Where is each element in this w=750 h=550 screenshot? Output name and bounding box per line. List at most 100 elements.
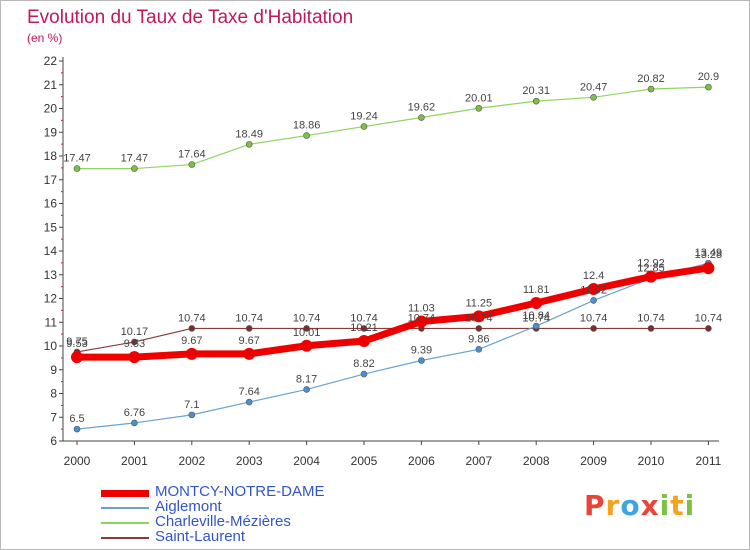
data-label-1-2009: 10.74 [580, 312, 608, 324]
data-label-1-2011: 10.74 [695, 312, 723, 324]
data-label-2-2009: 11.92 [580, 284, 607, 296]
data-label-0-2000: 17.47 [63, 153, 91, 165]
data-label-2-2007: 9.86 [468, 333, 489, 345]
data-label-0-2001: 17.47 [121, 153, 149, 165]
series-point-2-2000 [73, 425, 81, 433]
series-point-3-2001 [128, 351, 141, 364]
legend-label-saint-laurent: Saint-Laurent [155, 528, 246, 545]
series-point-0-2009 [590, 94, 597, 101]
data-label-1-2007: 10.74 [465, 312, 493, 324]
series-point-3-2010 [645, 270, 657, 283]
series-point-1-2001 [131, 338, 138, 346]
data-label-2-2006: 9.39 [411, 344, 432, 356]
x-tick-label-2007: 2007 [465, 454, 492, 468]
data-label-2-2003: 7.64 [238, 386, 259, 398]
legend-label-aiglemont: Aiglemont [155, 498, 222, 515]
x-tick-label-2002: 2002 [178, 454, 205, 468]
data-label-0-2008: 20.31 [522, 85, 550, 97]
data-label-3-2007: 11.25 [465, 297, 492, 309]
data-label-2-2011: 13.49 [695, 247, 723, 259]
x-tick-label-2000: 2000 [64, 454, 91, 468]
data-label-3-2010: 12.92 [637, 258, 665, 270]
series-point-2-2003 [245, 398, 253, 406]
data-label-1-2000: 9.75 [66, 336, 87, 348]
y-tick-label-11: 11 [45, 315, 58, 329]
series-point-2-2008 [532, 322, 540, 330]
series-point-2-2005 [360, 370, 368, 378]
data-label-3-2002: 9.67 [181, 335, 202, 347]
series-point-0-2005 [360, 123, 368, 130]
x-tick-label-2004: 2004 [293, 454, 320, 468]
data-label-2-2001: 6.76 [124, 407, 145, 419]
series-point-0-2004 [303, 132, 310, 139]
series-point-3-2003 [243, 347, 256, 360]
legend-swatch-saint-laurent [101, 537, 149, 539]
series-point-2-2004 [303, 386, 310, 393]
chart-title: Evolution du Taux de Taxe d'Habitation [27, 7, 354, 28]
legend-label-charleville: Charleville-Mézières [155, 513, 291, 530]
data-label-0-2006: 19.62 [408, 102, 436, 114]
data-label-3-2001: 9.53 [124, 338, 145, 350]
data-label-3-2006: 11.03 [408, 303, 435, 315]
series-point-0-2000 [73, 165, 81, 172]
logo-letter: x [640, 489, 660, 522]
data-label-3-2005: 10.21 [350, 322, 378, 334]
data-label-3-2009: 12.4 [583, 270, 604, 282]
data-label-3-2003: 9.67 [238, 335, 259, 347]
series-point-3-2002 [185, 347, 198, 360]
x-tick-label-2008: 2008 [523, 454, 550, 468]
y-tick-label-10: 10 [44, 339, 58, 353]
series-point-0-2011 [705, 83, 712, 91]
series-point-0-2002 [188, 161, 196, 168]
series-point-0-2006 [418, 114, 425, 121]
proxiti-logo: Proxiti [584, 489, 695, 522]
legend-swatch-charleville [101, 522, 149, 524]
series-point-1-2003 [245, 325, 253, 332]
data-label-0-2010: 20.82 [637, 73, 665, 85]
series-point-1-2010 [647, 325, 655, 332]
data-label-1-2010: 10.74 [637, 312, 665, 324]
y-tick-label-13: 13 [44, 268, 58, 282]
series-point-3-2007 [472, 310, 485, 323]
y-tick-label-19: 19 [44, 125, 58, 139]
series-line-3 [73, 264, 712, 361]
y-tick-label-17: 17 [44, 173, 58, 187]
logo-letter: o [620, 489, 641, 522]
series-point-2-2007 [475, 346, 483, 353]
data-label-1-2005: 10.74 [350, 312, 378, 324]
series-point-3-2004 [300, 339, 313, 352]
series-point-3-2009 [587, 283, 600, 295]
x-tick-label-2010: 2010 [638, 454, 665, 468]
series-point-1-2009 [590, 325, 597, 332]
data-label-3-2004: 10.01 [293, 327, 321, 339]
data-label-2-2010: 12.85 [637, 262, 665, 274]
y-tick-label-7: 7 [50, 410, 57, 424]
data-label-1-2003: 10.74 [235, 312, 263, 324]
series-point-3-2005 [358, 335, 370, 348]
data-label-0-2009: 20.47 [580, 81, 608, 93]
series-point-2-2009 [590, 297, 597, 304]
data-label-1-2004: 10.74 [293, 312, 321, 324]
data-label-0-2002: 17.64 [178, 149, 206, 161]
data-label-1-2006: 10.74 [408, 312, 436, 324]
x-tick-label-2009: 2009 [580, 454, 607, 468]
data-label-2-2004: 8.17 [296, 373, 317, 385]
series-point-3-2006 [415, 315, 428, 328]
data-label-2-2002: 7.1 [184, 399, 199, 411]
series-line-2 [76, 262, 710, 430]
series-point-3-2008 [530, 297, 543, 310]
series-point-0-2010 [647, 85, 655, 93]
series-point-2-2002 [188, 411, 196, 419]
series-point-0-2001 [131, 165, 138, 172]
y-tick-label-22: 22 [44, 54, 58, 68]
data-label-3-2008: 11.81 [523, 284, 550, 296]
y-tick-label-9: 9 [50, 363, 57, 377]
data-label-0-2007: 20.01 [465, 92, 493, 104]
series-point-2-2006 [418, 357, 425, 364]
series-point-3-2011 [702, 262, 715, 275]
series-point-0-2007 [475, 104, 483, 112]
data-label-2-2008: 10.84 [522, 310, 550, 322]
x-tick-label-2011: 2011 [695, 454, 721, 468]
data-label-1-2001: 10.17 [121, 326, 149, 338]
